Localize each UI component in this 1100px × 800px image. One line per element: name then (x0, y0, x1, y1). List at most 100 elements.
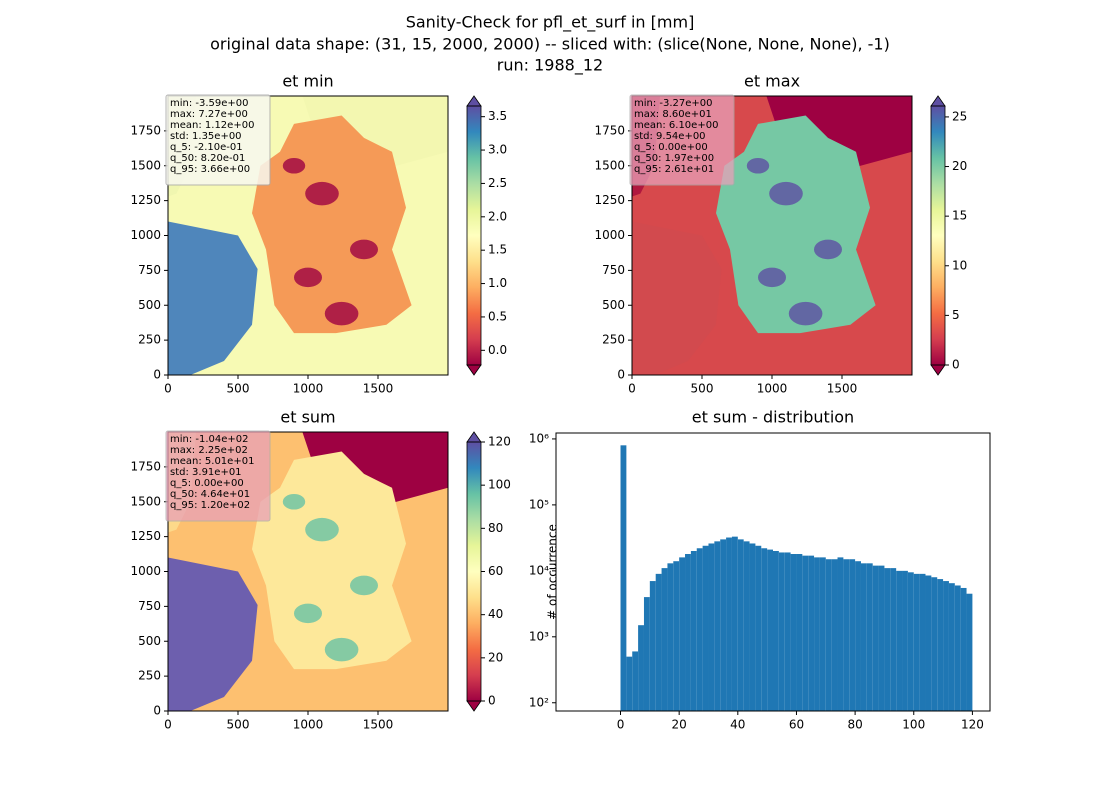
colorbar-tick-label: 2.5 (488, 176, 507, 190)
axes-frame (555, 432, 991, 712)
stats-box-bg (165, 94, 271, 186)
axes-title: et sum - distribution (692, 408, 854, 427)
stats-line: q_50: 1.97e+00 (634, 153, 714, 164)
histogram-bar (667, 563, 674, 711)
y-tick-label: 750 (138, 263, 161, 277)
map-region (305, 181, 339, 206)
map-region (305, 517, 339, 542)
colorbar-tick-label: 60 (488, 564, 503, 578)
stats-line: min: -1.04e+02 (170, 434, 249, 445)
histogram-bar (860, 563, 867, 711)
map-region (302, 432, 448, 505)
map-region (168, 221, 258, 375)
colorbar (467, 106, 481, 365)
histogram-bar (819, 557, 826, 711)
histogram-bar (620, 445, 627, 711)
colorbar-tick-label: 0 (952, 358, 960, 372)
colorbar-frame (466, 105, 482, 366)
map-region (814, 239, 842, 260)
map-region (324, 637, 359, 662)
histogram-bar (902, 570, 908, 711)
map-region (168, 557, 258, 711)
histogram-bar (790, 554, 797, 711)
histogram-bar (649, 581, 656, 711)
map-region (350, 239, 378, 260)
map-region (302, 96, 448, 169)
map-region (766, 96, 912, 169)
histogram-bar (960, 587, 967, 711)
histogram-bar (855, 561, 861, 711)
colorbar-tick-label: 3.0 (488, 143, 507, 157)
colorbar-tick-label: 1.0 (488, 276, 507, 290)
colorbar (931, 106, 945, 365)
histogram-bar (796, 554, 803, 711)
colorbar-tick-label: 25 (952, 109, 967, 123)
colorbar-tick-label: 120 (488, 435, 511, 449)
histogram-bar (890, 568, 897, 711)
stats-line: q_5: -2.10e-01 (170, 142, 243, 153)
y-tick-label: 1750 (130, 123, 161, 137)
figure-subtitle: original data shape: (31, 15, 2000, 2000… (210, 35, 890, 54)
map-region (294, 267, 322, 288)
histogram-bar (913, 573, 920, 711)
histogram-bar (954, 585, 961, 711)
histogram-bar (632, 651, 639, 711)
y-tick-label: 1250 (594, 193, 625, 207)
y-tick-label: 10⁵ (529, 497, 549, 511)
histogram-bar (925, 575, 932, 711)
map-region (788, 301, 823, 326)
histogram-bar (831, 559, 838, 711)
colorbar-tick-label: 5 (952, 308, 960, 322)
colorbar-tick-label: 0 (488, 694, 496, 708)
stats-line: q_95: 2.61e+01 (634, 164, 714, 175)
x-tick-label: 1500 (363, 382, 394, 396)
y-tick-label: 1500 (130, 494, 161, 508)
histogram-bar (907, 572, 914, 711)
histogram-bar (720, 539, 727, 711)
y-tick-label: 1000 (130, 564, 161, 578)
colorbar-tick-label: 40 (488, 607, 503, 621)
colorbar-tick-label: 3.5 (488, 109, 507, 123)
stats-line: mean: 6.10e+00 (634, 120, 718, 131)
y-tick-label: 10⁴ (529, 563, 549, 577)
histogram-bar (749, 543, 756, 711)
stats-box-bg (165, 430, 271, 522)
histogram-bar (767, 549, 773, 711)
histogram-bar (661, 568, 668, 711)
y-tick-label: 10⁶ (529, 431, 549, 445)
histogram-bar (726, 537, 732, 711)
colorbar-tick-label: 100 (488, 478, 511, 492)
y-tick-label: 1250 (130, 529, 161, 543)
y-tick-label: 1250 (130, 193, 161, 207)
colorbar-tick-label: 0.0 (488, 343, 507, 357)
map-region (282, 157, 306, 174)
y-tick-label: 1000 (130, 228, 161, 242)
colorbar-tick-label: 20 (952, 159, 967, 173)
figure-run: run: 1988_12 (497, 56, 603, 76)
histogram-bar (679, 557, 686, 711)
stats-line: max: 8.60e+01 (634, 109, 712, 120)
y-tick-label: 750 (138, 599, 161, 613)
y-tick-label: 500 (138, 634, 161, 648)
map-region (282, 493, 306, 510)
colorbar-tick-label: 20 (488, 650, 503, 664)
stats-line: mean: 1.12e+00 (170, 120, 254, 131)
y-tick-label: 250 (138, 669, 161, 683)
histogram-bar (849, 559, 856, 711)
stats-line: q_95: 1.20e+02 (170, 500, 250, 511)
map-region (746, 157, 770, 174)
x-tick-label: 0 (164, 382, 172, 396)
stats-line: q_50: 4.64e+01 (170, 489, 250, 500)
y-tick-label: 0 (617, 368, 625, 382)
colorbar-frame (930, 105, 946, 366)
histogram-bar (673, 561, 680, 711)
histogram-bar (878, 565, 885, 711)
x-tick-label: 1500 (363, 718, 394, 732)
x-tick-label: 0 (628, 382, 636, 396)
histogram-bar (655, 573, 662, 711)
colorbar-tick-label: 2.0 (488, 209, 507, 223)
histogram-bar (837, 557, 844, 711)
map-region (294, 603, 322, 624)
